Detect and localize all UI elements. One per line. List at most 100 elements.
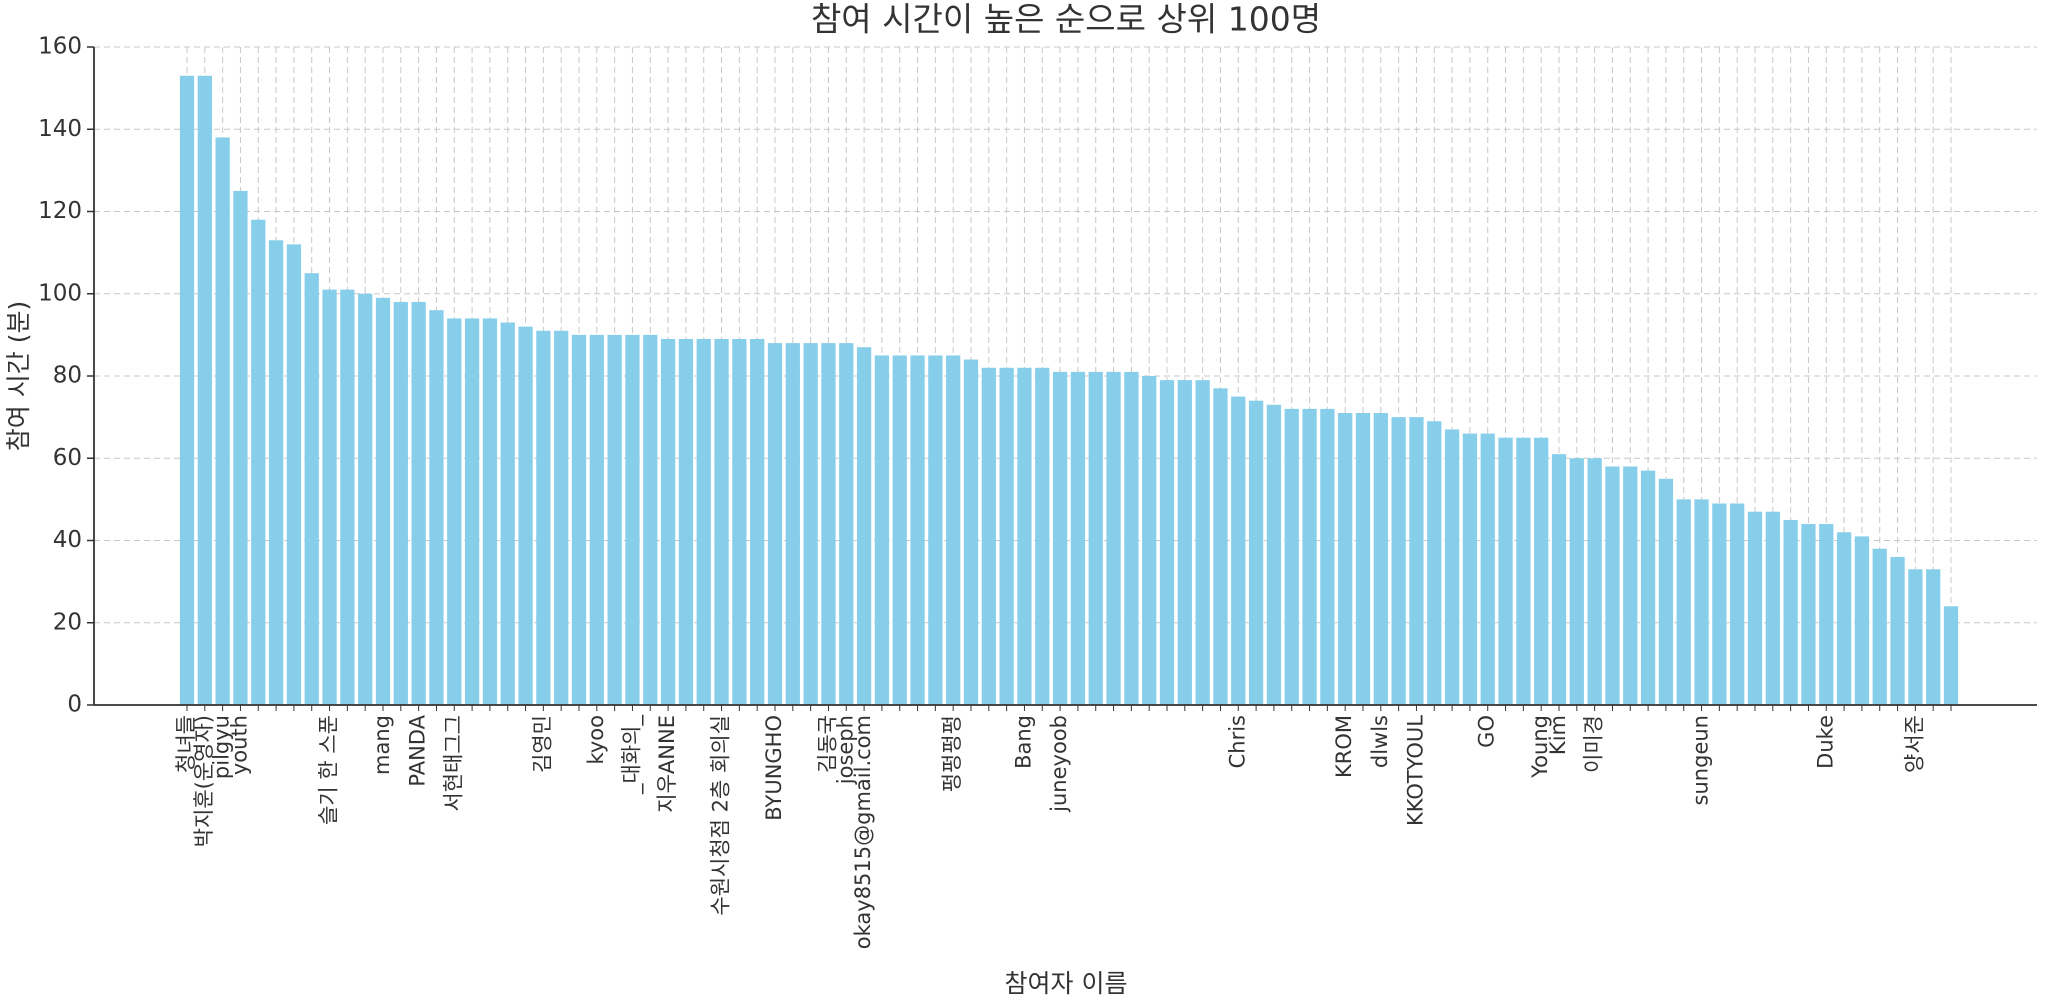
y-tick-label: 120 <box>38 198 82 224</box>
bar <box>607 334 622 705</box>
bar <box>411 301 426 705</box>
bar <box>1854 536 1870 705</box>
x-tick-label: BYUNGHO <box>762 715 786 821</box>
bar <box>375 297 391 705</box>
bar <box>1765 511 1780 705</box>
x-tick-label: 서현태그그 <box>441 715 465 812</box>
x-tick-label: kyoo <box>584 715 608 765</box>
x-tick-label: 박지훈(운영자) <box>192 715 216 847</box>
x-tick-label: 수원시청점 2층 회의실 <box>709 715 733 916</box>
bar <box>1676 499 1691 705</box>
bar <box>803 343 818 705</box>
bar <box>251 219 266 705</box>
x-tick-label: youth <box>227 715 251 775</box>
bar <box>554 330 569 705</box>
bar <box>1872 548 1887 705</box>
bar <box>233 190 248 705</box>
bar <box>1747 511 1763 705</box>
bar <box>963 359 979 705</box>
x-tick-label: dlwls <box>1368 715 1392 768</box>
bar <box>999 367 1014 705</box>
bar <box>1908 569 1923 705</box>
bar <box>482 318 498 705</box>
y-tick-label: 40 <box>53 527 82 553</box>
bar <box>1177 380 1192 705</box>
bar <box>981 367 996 705</box>
x-tick-label: _대화의_ <box>619 715 644 795</box>
bar <box>1783 519 1798 705</box>
bar <box>1017 367 1032 705</box>
bar <box>856 347 872 705</box>
x-tick-label: KKOTYOUL <box>1403 715 1427 826</box>
bar <box>1373 413 1388 705</box>
bar <box>1159 380 1175 705</box>
bar <box>1320 408 1335 705</box>
bar <box>732 338 747 705</box>
x-tick-label: 김영민 <box>530 715 554 773</box>
x-tick-label: KROM <box>1332 715 1356 778</box>
bar <box>714 338 729 705</box>
bar <box>358 293 373 705</box>
bar <box>1658 478 1674 705</box>
bar <box>1213 388 1228 705</box>
bar <box>1391 417 1406 705</box>
x-tick-label: Kim <box>1546 715 1570 755</box>
bar <box>1427 421 1442 705</box>
bar <box>1498 437 1513 705</box>
bar <box>179 75 195 706</box>
bar <box>946 355 961 705</box>
y-axis-label: 참여 시간 (분) <box>4 301 33 451</box>
bar <box>1052 371 1068 705</box>
bar <box>821 343 836 705</box>
bar <box>268 240 284 705</box>
bar <box>678 338 694 705</box>
bar <box>589 334 604 705</box>
y-tick-label: 100 <box>38 280 82 306</box>
bar <box>322 289 337 705</box>
bar <box>1836 532 1852 705</box>
bar <box>1106 371 1121 705</box>
bar <box>696 338 711 705</box>
bar <box>1801 524 1816 705</box>
bar <box>500 322 515 705</box>
bar <box>750 338 765 705</box>
bar <box>1284 408 1299 705</box>
bar <box>1551 454 1567 705</box>
bar <box>892 355 907 705</box>
x-tick-label: 양서준 <box>1902 715 1926 773</box>
x-tick-label: 김동국 <box>815 715 839 773</box>
bar <box>1124 371 1139 705</box>
bar <box>1338 413 1353 705</box>
bar <box>910 355 925 705</box>
bar <box>1587 458 1602 705</box>
bar <box>1462 433 1478 705</box>
bar <box>518 326 533 705</box>
bar <box>928 355 943 705</box>
x-tick-label: Young <box>1528 715 1552 779</box>
x-tick-label: GO <box>1475 715 1499 748</box>
bar <box>464 318 480 705</box>
x-tick-label: Duke <box>1813 715 1837 769</box>
x-tick-label: 지우ANNE <box>655 715 679 813</box>
x-tick-label: 슬기 한 스푼 <box>317 715 341 825</box>
bar <box>1142 376 1157 705</box>
bar <box>839 343 854 705</box>
bar <box>1070 371 1086 705</box>
bar <box>1409 417 1424 705</box>
bar <box>1302 408 1317 705</box>
x-tick-label: 펑펑펑펑 <box>940 715 964 792</box>
x-tick-label: mang <box>370 715 394 775</box>
bar <box>1640 470 1656 705</box>
bar <box>1890 556 1905 705</box>
x-tick-label: sungeun <box>1689 715 1713 805</box>
y-tick-label: 80 <box>53 363 82 389</box>
bar <box>215 137 230 706</box>
bar <box>1569 458 1584 705</box>
bar <box>1266 404 1282 705</box>
y-tick-label: 20 <box>53 609 82 635</box>
x-tick-label: okay8515@gmail.com <box>851 715 875 949</box>
bar <box>1730 503 1745 705</box>
x-tick-label: Chris <box>1225 715 1249 768</box>
